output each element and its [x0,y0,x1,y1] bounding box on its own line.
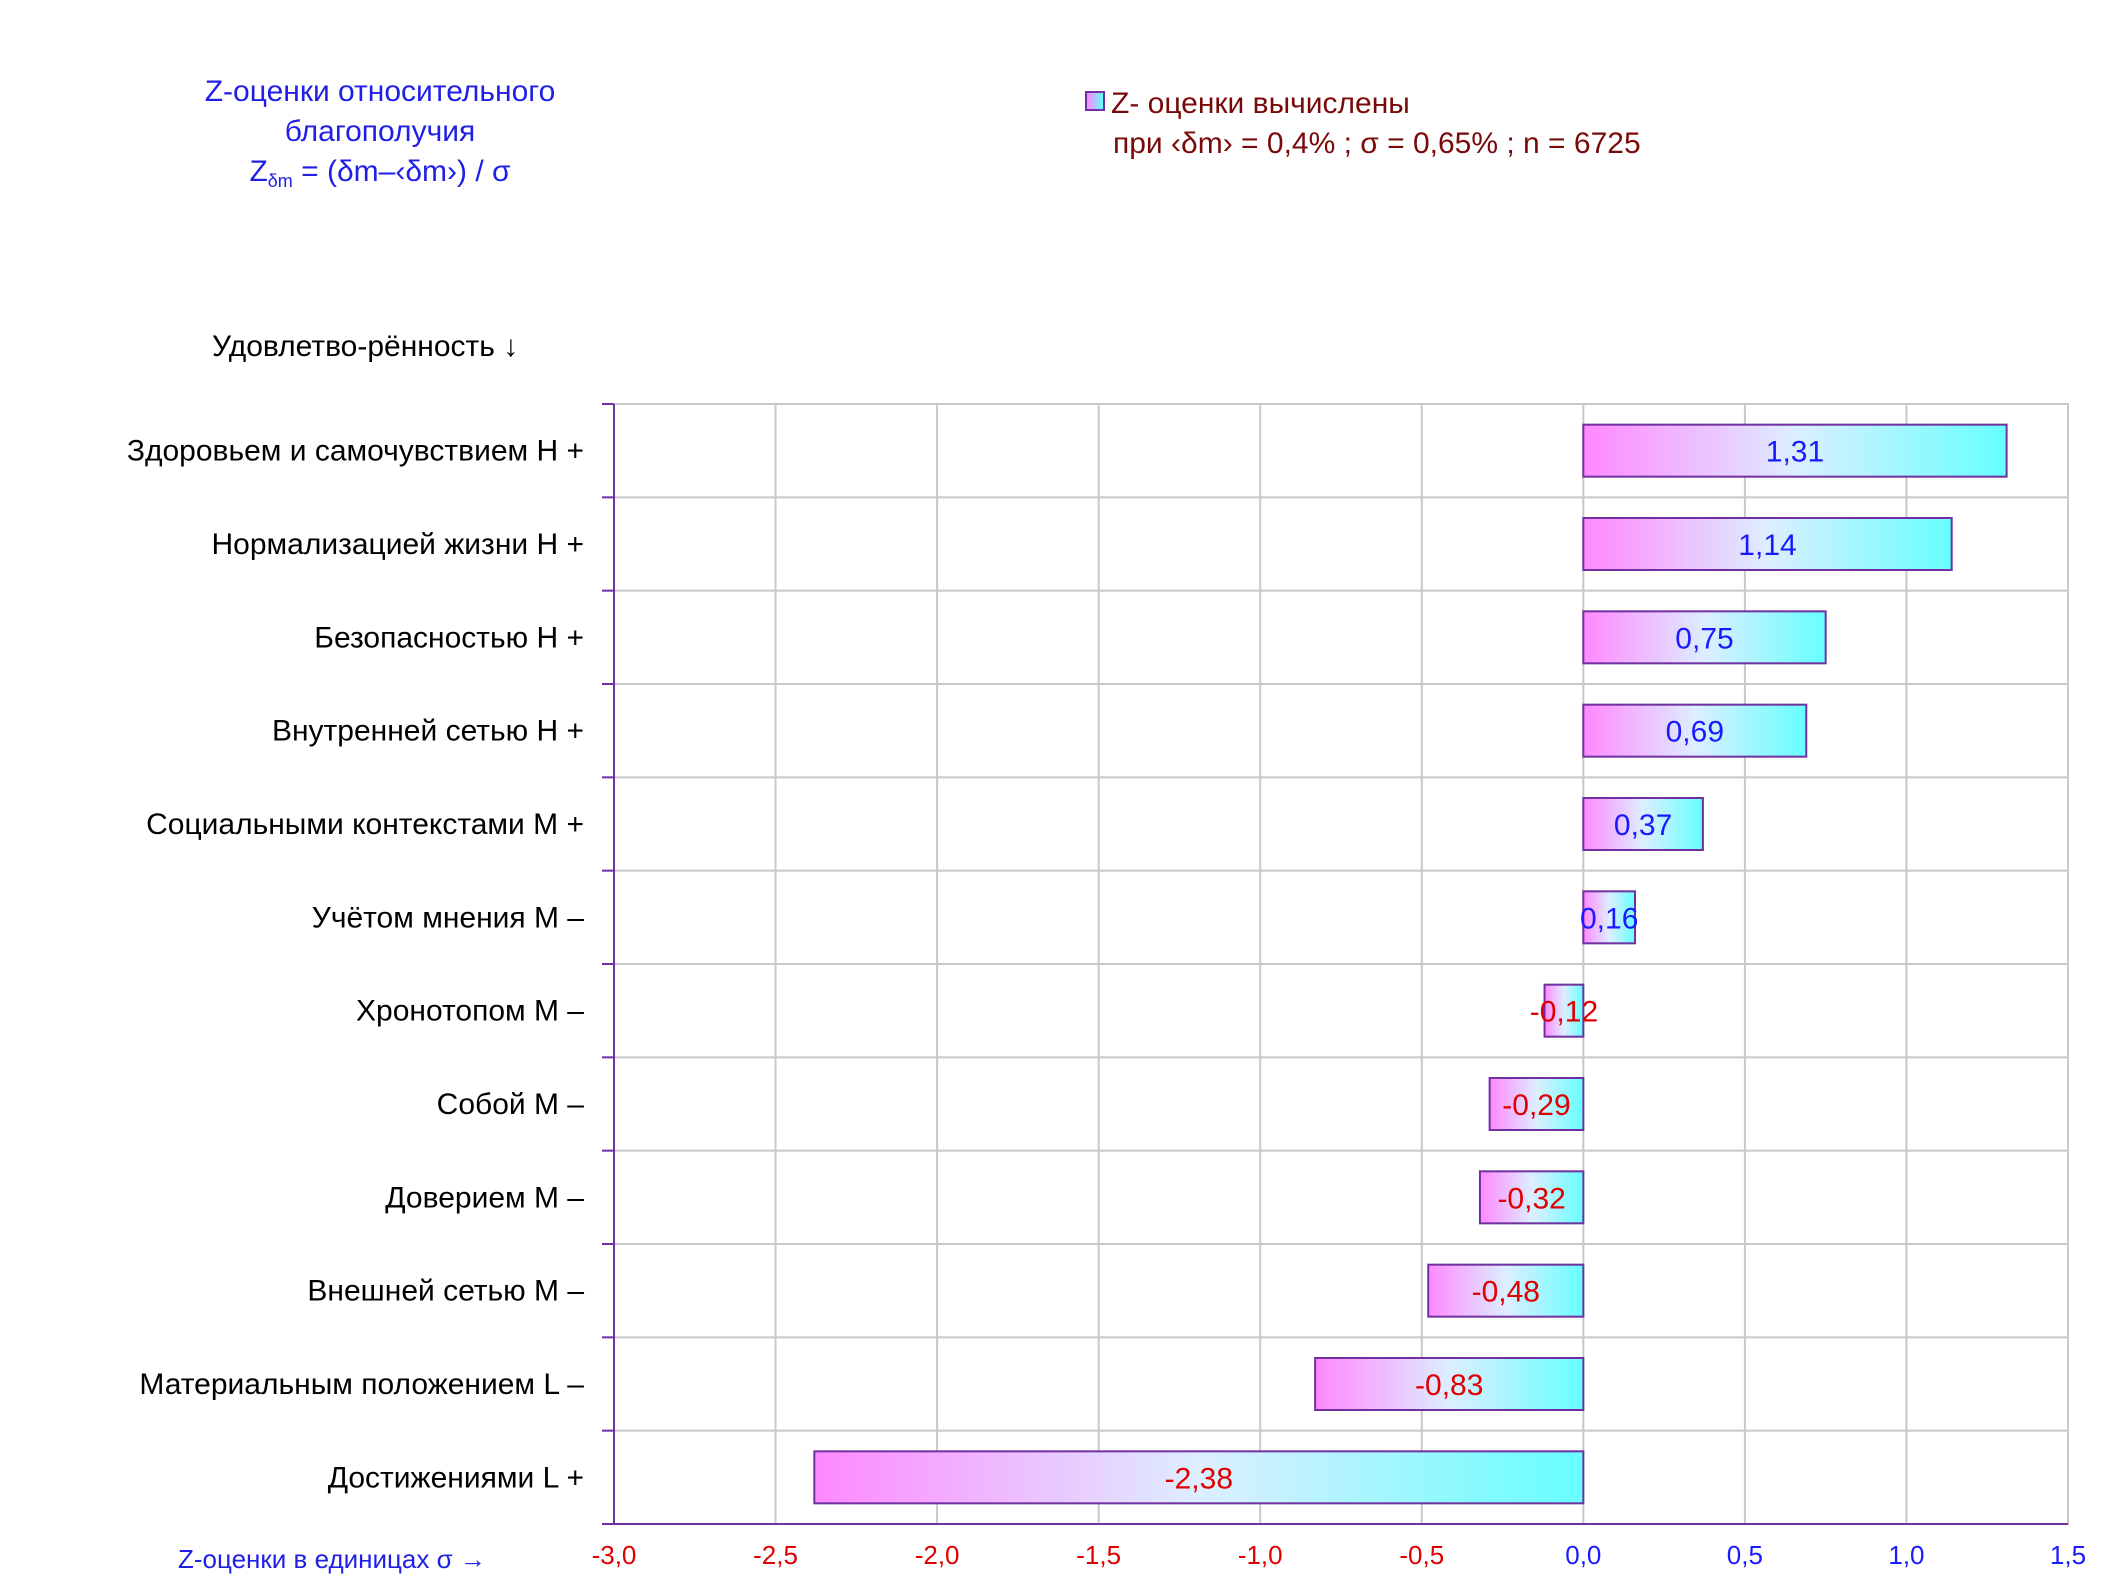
value-label: 1,31 [1766,436,1824,469]
x-tick-label: -2,0 [915,1540,960,1570]
bar [1582,517,1953,571]
category-label: Хронотопом М – [356,995,584,1028]
value-label: -0,32 [1497,1182,1565,1215]
x-tick-label: 0,0 [1565,1540,1601,1570]
category-label: Внешней сетью М – [307,1275,584,1308]
bar [1543,983,1585,1038]
category-label: Достижениями L + [328,1461,584,1494]
chart-title: Z-оценки относительного благополучия Zδm… [150,72,610,201]
legend-line-2: при ‹δm› = 0,4% ; σ = 0,65% ; n = 6725 [1113,127,1641,160]
value-label: 0,69 [1666,716,1724,749]
category-label: Собой М – [437,1088,585,1121]
value-label: -2,38 [1165,1462,1233,1495]
bar [1478,1170,1585,1225]
category-label: Материальным положением L – [139,1368,584,1401]
bar [813,1450,1585,1505]
x-tick-label: -1,0 [1238,1540,1283,1570]
value-label: -0,29 [1502,1089,1570,1122]
category-label: Безопасностью Н + [314,621,584,654]
value-label: 0,16 [1580,902,1638,935]
bar [1582,703,1808,758]
x-tick-label: 1,5 [2050,1540,2086,1570]
x-tick-label: 0,5 [1727,1540,1763,1570]
category-label: Внутренней сетью Н + [272,715,584,748]
bar [1488,1077,1585,1131]
bar [1314,1357,1585,1411]
value-label: -0,83 [1415,1369,1483,1402]
category-label: Здоровьем и самочувствием Н + [127,435,584,468]
category-label: Социальными контекстами М + [146,808,584,841]
bars [813,423,2008,1505]
title-line-1: Z-оценки относительного [204,75,556,108]
bar [1582,797,1704,851]
grid [602,403,2069,1525]
bar [1582,610,1827,665]
value-label: -0,48 [1472,1276,1540,1309]
x-tick-label: 1,0 [1888,1540,1924,1570]
x-axis-caption: Z-оценки в единицах σ → [178,1544,486,1574]
value-label: 0,37 [1614,809,1672,842]
value-label: 0,75 [1675,622,1733,655]
labels: -3,0 -2,5 -2,0 -1,5 -1,0 -0,5 0,0 0,5 1,0 1,5 Здор… [127,435,2086,1570]
legend-swatch [1085,91,1105,111]
formula-prefix: Z [249,155,268,188]
bar [1582,423,2008,478]
formula-body: = (δm–‹δm›) / σ [292,155,511,188]
title-line-2: благополучия [284,115,476,148]
value-label: -0,12 [1530,996,1598,1029]
formula-subscript: δm [267,171,293,191]
x-tick-label: -0,5 [1399,1540,1444,1570]
x-tick-label: -1,5 [1076,1540,1121,1570]
bar [1582,890,1637,945]
value-label: 1,14 [1738,529,1796,562]
category-label: Доверием М – [385,1181,584,1214]
x-tick-label: -2,5 [753,1540,798,1570]
bar [1427,1263,1585,1318]
category-label: Учётом мнения М – [312,901,585,934]
y-axis-header: Удовлетво-рённость ↓ [212,330,519,363]
x-tick-label: -3,0 [592,1540,637,1570]
legend-line-1: Z- оценки вычислены [1111,87,1410,120]
title-formula: Zδm = (δm–‹δm›) / σ [150,152,610,201]
category-label: Нормализацией жизни Н + [211,528,584,561]
chart-legend: Z- оценки вычислены при ‹δm› = 0,4% ; σ … [1085,84,1641,164]
